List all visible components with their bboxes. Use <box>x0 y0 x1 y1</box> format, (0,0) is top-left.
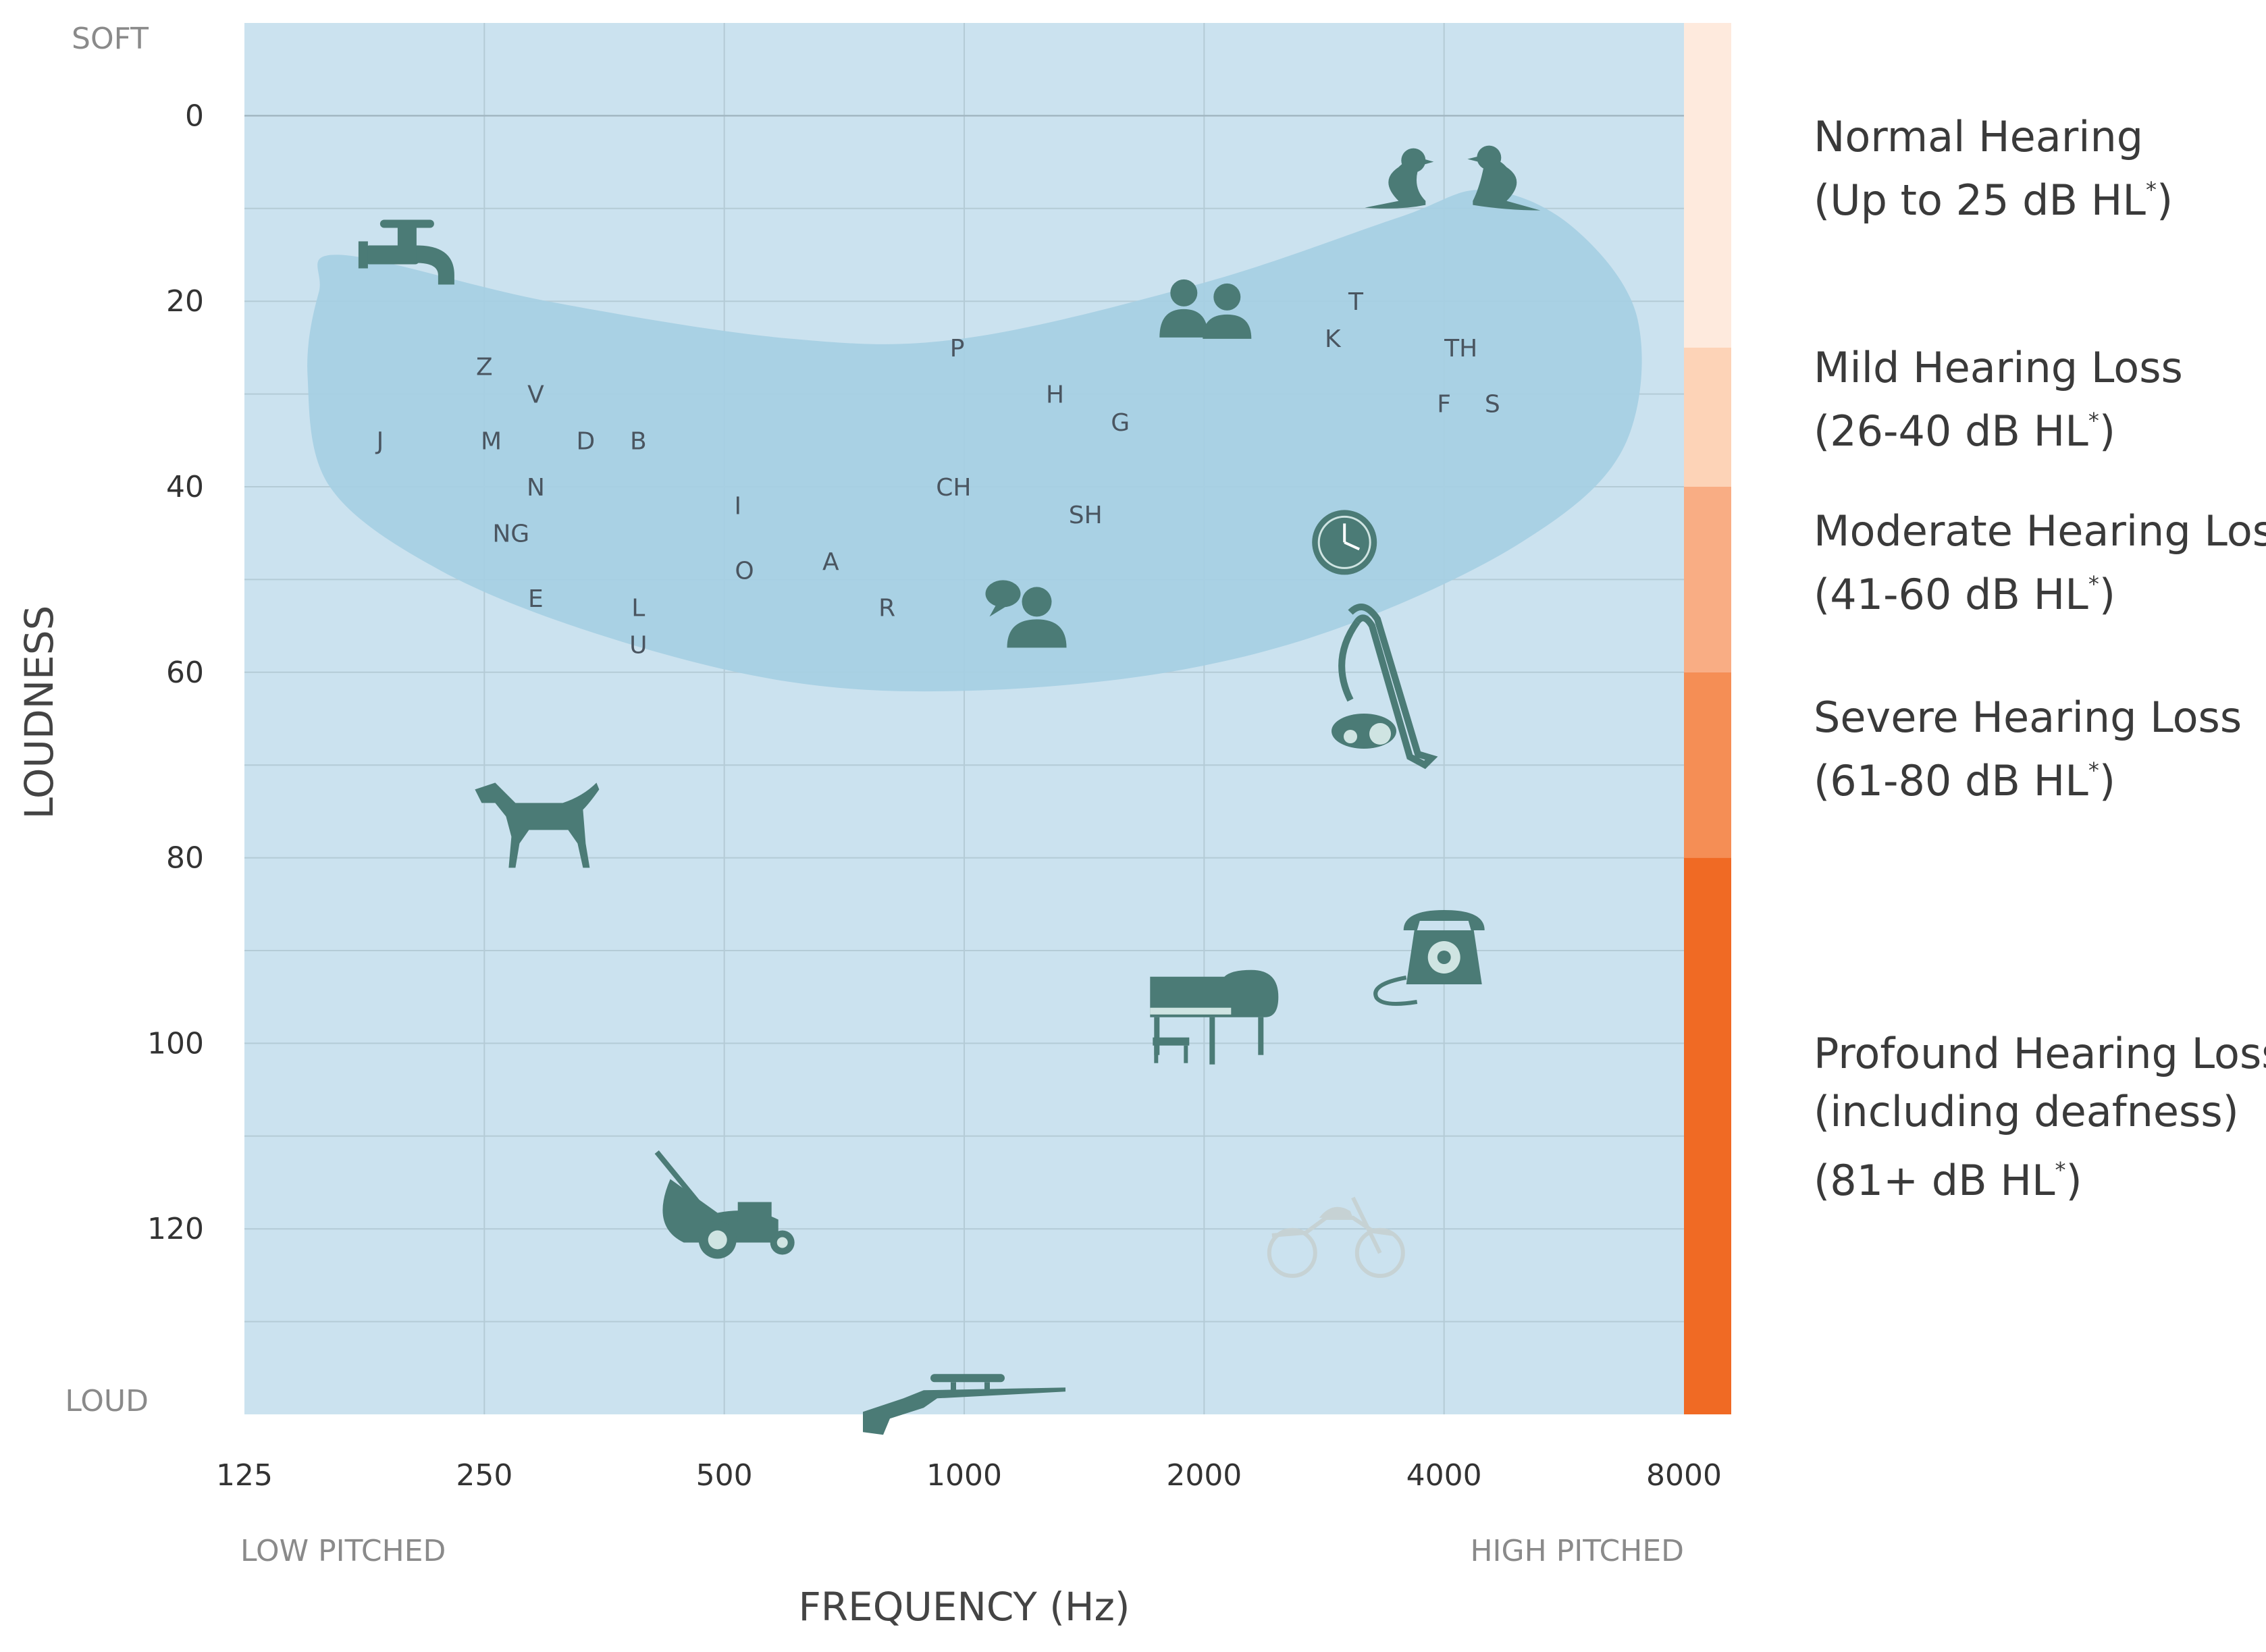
x-tick-label: 125 <box>216 1458 273 1493</box>
vacuum-cleaner-icon <box>1332 604 1438 770</box>
x-tick-label: 250 <box>456 1458 512 1493</box>
band-4 <box>1684 857 1731 1414</box>
y-tick-label: 100 <box>147 1026 204 1061</box>
phoneme-label: R <box>878 595 895 622</box>
dripping-faucet-icon <box>358 219 454 285</box>
phoneme-label: N <box>527 474 545 502</box>
legend-entry: Normal Hearing (Up to 25 dB HL*) <box>1814 112 2173 225</box>
legend-title: Moderate Hearing Loss <box>1814 506 2266 556</box>
y-tick-label: 80 <box>166 841 204 876</box>
phoneme-label: F <box>1437 390 1451 418</box>
low-pitched-label: LOW PITCHED <box>240 1534 446 1568</box>
band-0 <box>1684 23 1731 348</box>
legend-entry: Severe Hearing Loss (61-80 dB HL*) <box>1814 693 2242 805</box>
phoneme-label: U <box>629 632 647 660</box>
legend-range: (Up to 25 dB HL*) <box>1814 176 2173 225</box>
legend: Normal Hearing (Up to 25 dB HL*) Mild Hear… <box>1814 112 2266 1205</box>
phoneme-label: A <box>822 548 839 576</box>
phoneme-label: Z <box>476 353 493 381</box>
legend-title: Severe Hearing Loss <box>1814 693 2242 742</box>
speech-banana-region <box>307 190 1642 692</box>
legend-title: Mild Hearing Loss <box>1814 343 2183 392</box>
phoneme-label: K <box>1325 325 1342 353</box>
legend-entry: Moderate Hearing Loss (41-60 dB HL*) <box>1814 506 2266 619</box>
high-pitched-label: HIGH PITCHED <box>1470 1534 1684 1568</box>
motorcycle-icon <box>1267 1196 1405 1278</box>
phoneme-label: NG <box>492 521 529 548</box>
rifle-shot-icon <box>863 1374 1065 1435</box>
y-tick-label: 0 <box>185 99 204 133</box>
y-tick-label: 20 <box>166 284 204 319</box>
birds-chirping-icon <box>1365 145 1541 211</box>
telephone-ringing-icon <box>1373 910 1485 1006</box>
y-tick-label: 60 <box>166 656 204 690</box>
band-1 <box>1684 347 1731 487</box>
y-axis-title: LOUDNESS <box>16 606 62 820</box>
people-whispering-icon <box>1159 279 1252 339</box>
y-tick-label: 40 <box>166 470 204 504</box>
x-tick-label: 1000 <box>926 1458 1002 1493</box>
phoneme-label: I <box>734 492 741 520</box>
phoneme-label: L <box>631 595 645 622</box>
y-tick-label: 120 <box>147 1212 204 1246</box>
phoneme-label: H <box>1046 381 1064 409</box>
sound-icons <box>358 145 1541 1435</box>
lawn-mower-icon <box>654 1150 795 1259</box>
x-tick-label: 2000 <box>1166 1458 1242 1493</box>
phoneme-label: M <box>481 427 502 455</box>
phoneme-label: S <box>1485 390 1500 418</box>
legend-range: (61-80 dB HL*) <box>1814 756 2115 805</box>
conversation-speech-icon <box>985 580 1067 648</box>
soft-label: SOFT <box>72 22 149 56</box>
legend-title: Normal Hearing <box>1814 112 2143 161</box>
band-2 <box>1684 487 1731 672</box>
loud-label: LOUD <box>65 1384 149 1418</box>
x-tick-label: 500 <box>696 1458 753 1493</box>
phoneme-label: E <box>528 585 544 613</box>
x-tick-label: 8000 <box>1646 1458 1722 1493</box>
phoneme-label: G <box>1111 409 1130 437</box>
clock-ticking-icon <box>1312 510 1377 575</box>
legend-entry: Profound Hearing Loss (including deafness… <box>1814 1029 2266 1205</box>
phoneme-label: CH <box>936 474 971 502</box>
phoneme-label: V <box>527 381 544 409</box>
barking-dog-icon <box>475 782 600 868</box>
legend-range: (81+ dB HL*) <box>1814 1156 2082 1205</box>
x-tick-label: 4000 <box>1406 1458 1482 1493</box>
phoneme-label: O <box>735 558 754 585</box>
phoneme-label: J <box>375 427 384 455</box>
piano-icon <box>1150 969 1279 1065</box>
legend-range: (including deafness) <box>1814 1087 2239 1136</box>
legend-entry: Mild Hearing Loss (26-40 dB HL*) <box>1814 343 2183 456</box>
axis-tick-labels: 125 250 500 1000 2000 4000 8000 0 20 40 60 80 100 120 <box>147 99 1722 1493</box>
legend-range: (26-40 dB HL*) <box>1814 406 2115 456</box>
legend-title: Profound Hearing Loss <box>1814 1029 2266 1078</box>
hearing-loss-bands <box>1684 23 1731 1414</box>
phoneme-label: TH <box>1444 335 1477 363</box>
phoneme-label: T <box>1348 288 1364 316</box>
band-3 <box>1684 672 1731 858</box>
phoneme-label: B <box>630 427 647 455</box>
x-axis-title: FREQUENCY (Hz) <box>798 1584 1130 1630</box>
phoneme-labels: Z V J M D B N NG E LU I O A R P CH H G SH TK TH F S <box>375 288 1500 659</box>
legend-range: (41-60 dB HL*) <box>1814 570 2115 619</box>
phoneme-label: P <box>950 335 965 363</box>
phoneme-label: SH <box>1069 502 1103 529</box>
phoneme-label: D <box>576 427 595 455</box>
